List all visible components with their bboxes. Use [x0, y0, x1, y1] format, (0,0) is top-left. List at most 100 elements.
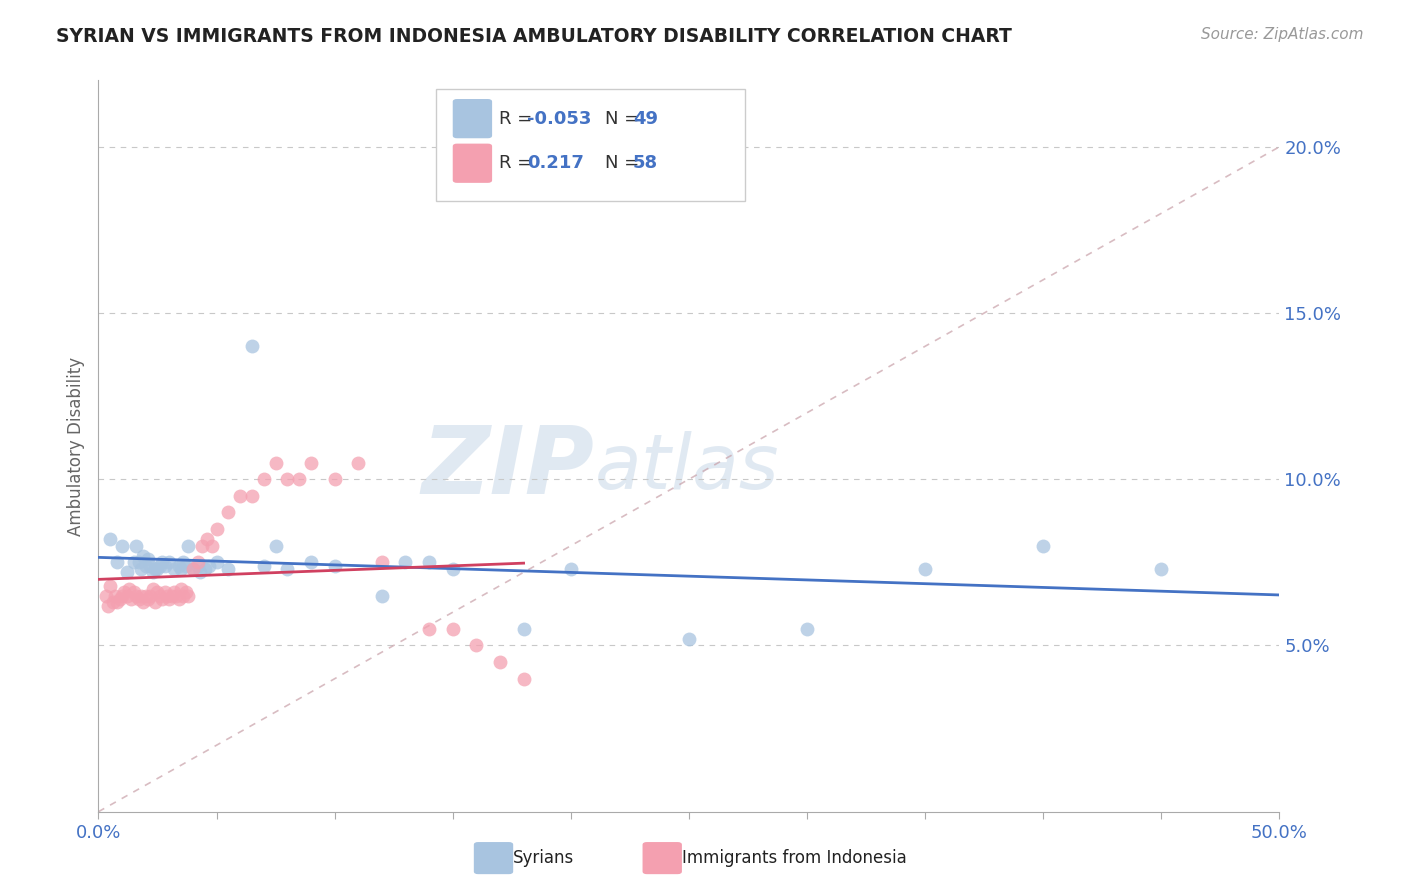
Point — [104, 589, 127, 603]
Point — [174, 585, 197, 599]
Point — [98, 579, 121, 593]
Point — [136, 591, 159, 606]
Point — [139, 558, 162, 573]
Point — [177, 539, 200, 553]
Point — [153, 558, 176, 573]
Point — [111, 539, 134, 553]
Point — [121, 591, 143, 606]
Point — [101, 595, 124, 609]
Point — [118, 582, 141, 596]
Point — [181, 562, 204, 576]
Text: 49: 49 — [633, 110, 658, 128]
Point — [240, 489, 263, 503]
Point — [201, 539, 224, 553]
Point — [299, 555, 322, 569]
Point — [125, 539, 148, 553]
Point — [128, 555, 150, 569]
Point — [253, 558, 276, 573]
Point — [288, 472, 311, 486]
Point — [264, 456, 287, 470]
Point — [146, 585, 169, 599]
Point — [1032, 539, 1054, 553]
Point — [170, 562, 193, 576]
Point — [108, 591, 131, 606]
Point — [172, 589, 194, 603]
Point — [129, 562, 152, 576]
Point — [678, 632, 700, 646]
Point — [112, 585, 135, 599]
Point — [195, 532, 218, 546]
Point — [122, 555, 145, 569]
Point — [177, 589, 200, 603]
Point — [1150, 562, 1173, 576]
Point — [125, 589, 148, 603]
Point — [187, 558, 209, 573]
Text: atlas: atlas — [595, 431, 779, 505]
Point — [142, 566, 165, 580]
Text: N =: N = — [605, 154, 644, 172]
Point — [371, 589, 394, 603]
Point — [299, 456, 322, 470]
Point — [217, 562, 239, 576]
Point — [111, 589, 134, 603]
Point — [105, 555, 128, 569]
Point — [371, 555, 394, 569]
Point — [115, 589, 138, 603]
Point — [132, 595, 155, 609]
Point — [264, 539, 287, 553]
Point — [347, 456, 370, 470]
Point — [97, 599, 120, 613]
Point — [98, 532, 121, 546]
Point — [136, 552, 159, 566]
Point — [156, 589, 179, 603]
Point — [191, 539, 214, 553]
Point — [205, 555, 228, 569]
Point — [172, 555, 194, 569]
Text: N =: N = — [605, 110, 644, 128]
Point — [167, 591, 190, 606]
Point — [418, 622, 440, 636]
Point — [149, 558, 172, 573]
Point — [150, 555, 173, 569]
Text: Immigrants from Indonesia: Immigrants from Indonesia — [682, 849, 907, 867]
Point — [167, 558, 190, 573]
Text: ZIP: ZIP — [422, 422, 595, 514]
Point — [150, 591, 173, 606]
Point — [188, 566, 211, 580]
Point — [418, 555, 440, 569]
Point — [122, 585, 145, 599]
Point — [105, 595, 128, 609]
Point — [323, 558, 346, 573]
Point — [796, 622, 818, 636]
Point — [512, 672, 534, 686]
Text: R =: R = — [499, 154, 538, 172]
Text: R =: R = — [499, 110, 538, 128]
Point — [560, 562, 582, 576]
Point — [323, 472, 346, 486]
Point — [276, 472, 298, 486]
Point — [174, 558, 197, 573]
Point — [465, 639, 488, 653]
Point — [276, 562, 298, 576]
Point — [170, 582, 193, 596]
Point — [139, 589, 162, 603]
Point — [489, 655, 512, 669]
Point — [160, 589, 183, 603]
Point — [165, 589, 187, 603]
Text: -0.053: -0.053 — [527, 110, 592, 128]
Text: SYRIAN VS IMMIGRANTS FROM INDONESIA AMBULATORY DISABILITY CORRELATION CHART: SYRIAN VS IMMIGRANTS FROM INDONESIA AMBU… — [56, 27, 1012, 45]
Text: Source: ZipAtlas.com: Source: ZipAtlas.com — [1201, 27, 1364, 42]
Point — [94, 589, 117, 603]
Y-axis label: Ambulatory Disability: Ambulatory Disability — [66, 357, 84, 535]
Point — [253, 472, 276, 486]
Point — [441, 622, 464, 636]
Point — [143, 595, 166, 609]
Point — [128, 591, 150, 606]
Point — [394, 555, 416, 569]
Point — [187, 555, 209, 569]
Point — [129, 589, 152, 603]
Point — [157, 591, 180, 606]
Point — [194, 562, 217, 576]
Point — [146, 562, 169, 576]
Point — [441, 562, 464, 576]
